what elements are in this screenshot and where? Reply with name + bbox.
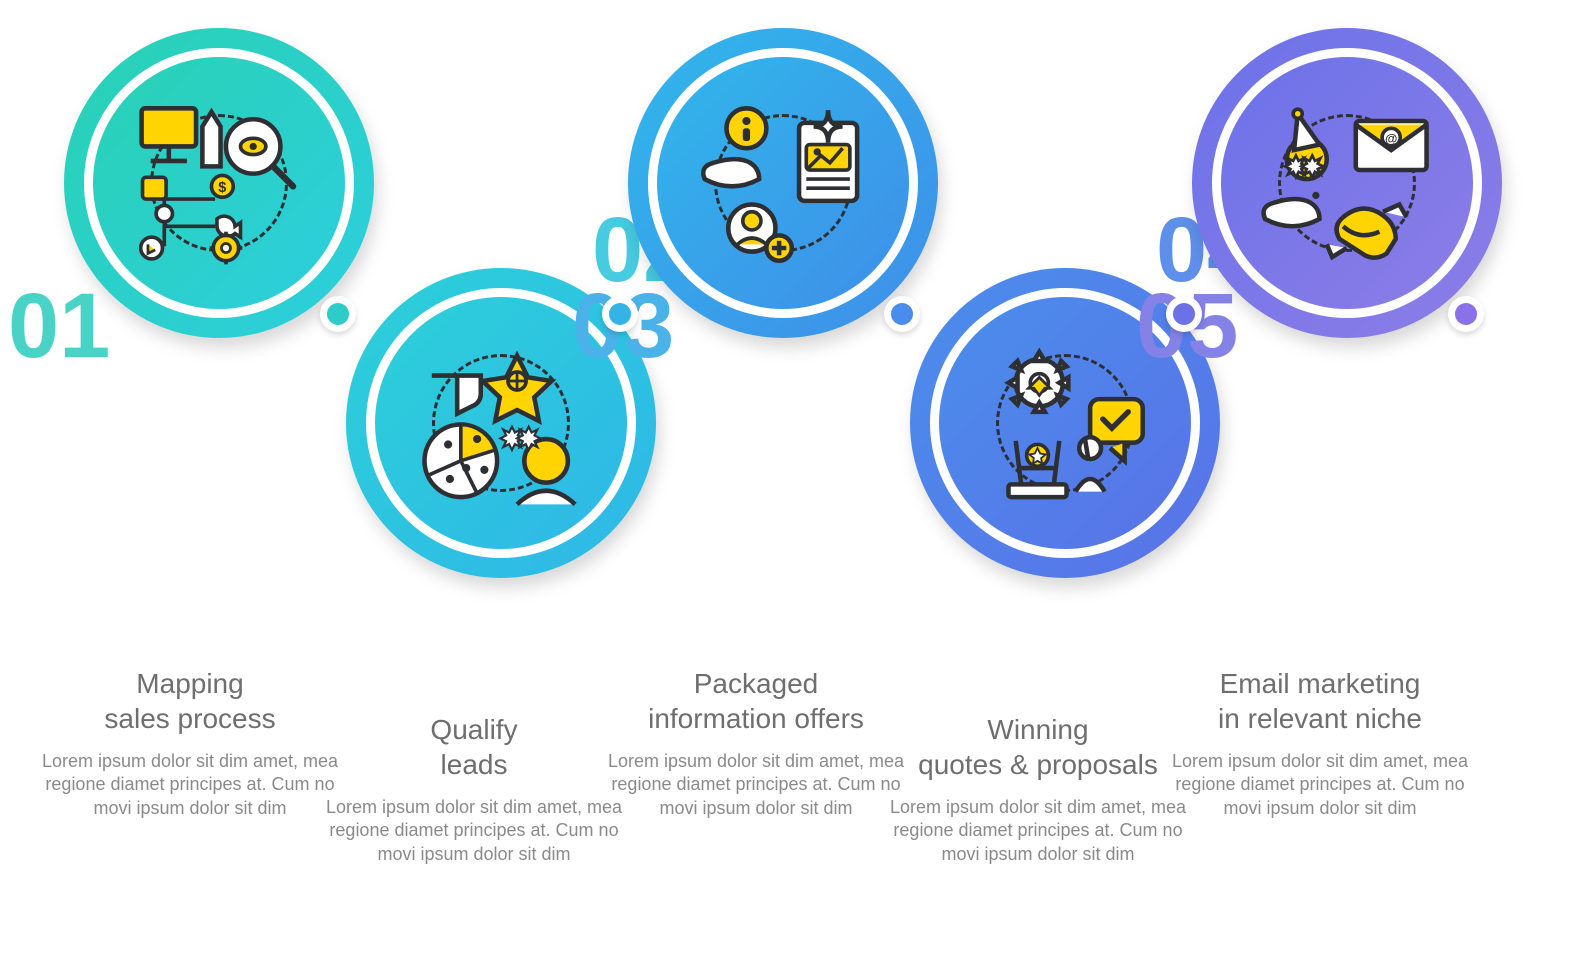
- step1-title: Mappingsales process: [40, 666, 340, 736]
- step2-title: Qualifyleads: [324, 712, 624, 782]
- connector-dot-3: [884, 296, 920, 332]
- step1-icon: $: [93, 57, 345, 309]
- step3-circle: [628, 28, 938, 338]
- svg-text:$: $: [219, 180, 227, 196]
- connector-dot-2: [602, 296, 638, 332]
- step5-title: Email marketingin relevant niche: [1170, 666, 1470, 736]
- step5-icon: @: [1221, 57, 1473, 309]
- step1-number: 01: [8, 280, 110, 372]
- step1-circle: $: [64, 28, 374, 338]
- step4-body: Lorem ipsum dolor sit dim amet, mea regi…: [888, 796, 1188, 866]
- step5-body: Lorem ipsum dolor sit dim amet, mea regi…: [1170, 750, 1470, 820]
- step5: @: [1192, 28, 1502, 338]
- connector-dot-4: [1166, 296, 1202, 332]
- step1-body: Lorem ipsum dolor sit dim amet, mea regi…: [40, 750, 340, 820]
- step5-text: Email marketingin relevant niche Lorem ip…: [1170, 666, 1470, 820]
- step3-body: Lorem ipsum dolor sit dim amet, mea regi…: [606, 750, 906, 820]
- step3-icon: [657, 57, 909, 309]
- connector-dot-1: [320, 296, 356, 332]
- step5-circle: @: [1192, 28, 1502, 338]
- step3-title: Packagedinformation offers: [606, 666, 906, 736]
- connector-dot-5: [1448, 296, 1484, 332]
- step3: [628, 28, 938, 338]
- step3-text: Packagedinformation offers Lorem ipsum do…: [606, 666, 906, 820]
- step1-text: Mappingsales process Lorem ipsum dolor si…: [40, 666, 340, 820]
- svg-text:@: @: [1385, 132, 1397, 146]
- step4-title: Winningquotes & proposals: [888, 712, 1188, 782]
- step2-body: Lorem ipsum dolor sit dim amet, mea regi…: [324, 796, 624, 866]
- step2-text: Qualifyleads Lorem ipsum dolor sit dim am…: [324, 712, 624, 866]
- step4-text: Winningquotes & proposals Lorem ipsum dol…: [888, 712, 1188, 866]
- step1: $: [64, 28, 374, 338]
